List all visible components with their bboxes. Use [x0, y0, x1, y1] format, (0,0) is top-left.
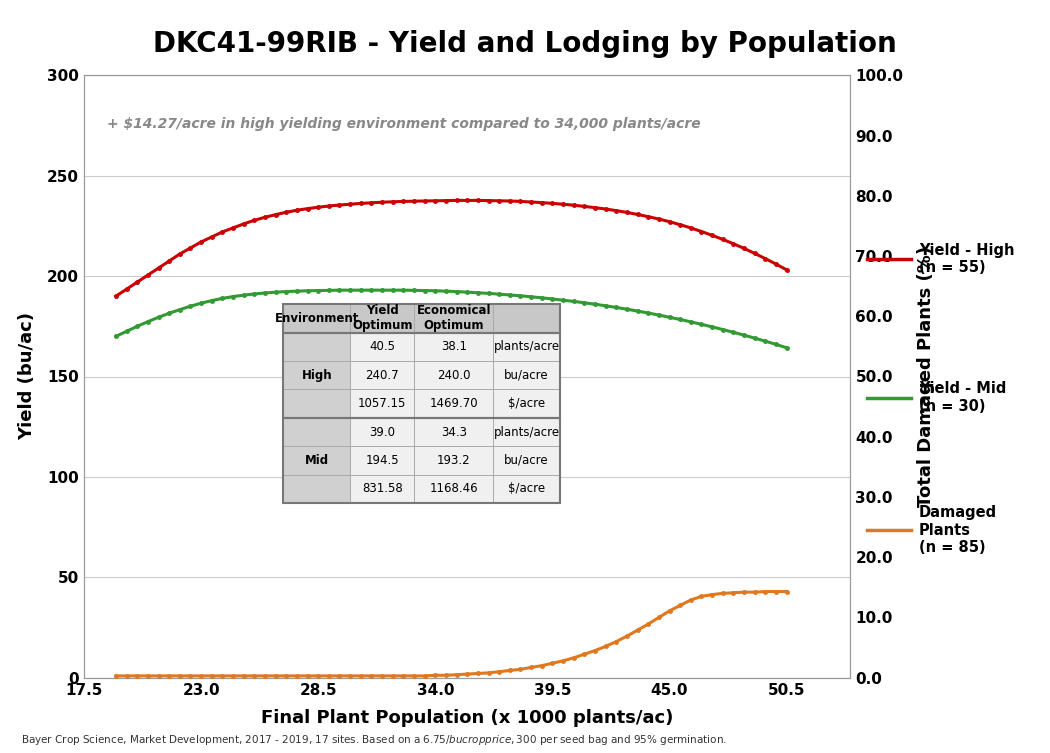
Bar	[351, 361, 415, 389]
Text: DKC41-99RIB - Yield and Lodging by Population: DKC41-99RIB - Yield and Lodging by Popul…	[153, 30, 897, 58]
Bar	[351, 389, 415, 418]
Text: $/acre: $/acre	[508, 483, 545, 495]
Bar	[415, 474, 493, 503]
Text: + $14.27/acre in high yielding environment compared to 34,000 plants/acre: + $14.27/acre in high yielding environme…	[107, 117, 700, 132]
Bar	[415, 418, 493, 447]
Text: Damaged
Plants
(n = 85): Damaged Plants (n = 85)	[919, 505, 996, 555]
Bar	[284, 304, 351, 333]
Bar	[415, 447, 493, 474]
Text: Yield - High
(n = 55): Yield - High (n = 55)	[919, 242, 1014, 276]
Bar	[284, 474, 351, 503]
Text: $/acre: $/acre	[508, 397, 545, 410]
Bar	[284, 304, 560, 333]
Bar	[494, 304, 560, 333]
Text: bu/acre: bu/acre	[504, 454, 549, 467]
Text: 39.0: 39.0	[370, 425, 395, 438]
Text: 831.58: 831.58	[362, 483, 403, 495]
Text: Yield - Mid
(n = 30): Yield - Mid (n = 30)	[919, 381, 1006, 414]
Text: Economical
Optimum: Economical Optimum	[417, 304, 491, 332]
Bar	[351, 447, 415, 474]
Bar	[494, 389, 560, 418]
Bar	[284, 418, 351, 447]
Bar	[284, 418, 560, 503]
X-axis label: Final Plant Population (x 1000 plants/ac): Final Plant Population (x 1000 plants/ac…	[261, 709, 673, 727]
Bar	[351, 418, 415, 447]
Text: 34.3: 34.3	[441, 425, 466, 438]
Text: 240.0: 240.0	[437, 369, 470, 382]
Bar	[494, 361, 560, 389]
Text: Mid: Mid	[304, 454, 329, 467]
Text: High: High	[301, 369, 332, 382]
Text: 1057.15: 1057.15	[358, 397, 406, 410]
Text: 1168.46: 1168.46	[429, 483, 478, 495]
Bar	[494, 333, 560, 361]
Bar	[351, 333, 415, 361]
Bar	[284, 333, 560, 418]
Y-axis label: Total Damaged Plants (%): Total Damaged Plants (%)	[918, 246, 936, 507]
Text: 40.5: 40.5	[370, 340, 395, 353]
Text: plants/acre: plants/acre	[494, 340, 560, 353]
Text: bu/acre: bu/acre	[504, 369, 549, 382]
Text: 1469.70: 1469.70	[429, 397, 478, 410]
Text: plants/acre: plants/acre	[494, 425, 560, 438]
Bar	[351, 304, 415, 333]
Y-axis label: Yield (bu/ac): Yield (bu/ac)	[18, 312, 36, 441]
Bar	[494, 474, 560, 503]
Bar	[415, 304, 493, 333]
Bar	[415, 361, 493, 389]
Text: 38.1: 38.1	[441, 340, 466, 353]
Bar	[415, 389, 493, 418]
Text: 193.2: 193.2	[437, 454, 470, 467]
Bar	[494, 447, 560, 474]
Text: 240.7: 240.7	[365, 369, 399, 382]
Bar	[415, 333, 493, 361]
Bar	[284, 389, 351, 418]
Bar	[494, 418, 560, 447]
Bar	[284, 333, 351, 361]
Text: 194.5: 194.5	[365, 454, 399, 467]
Text: Bayer Crop Science, Market Development, 2017 - 2019, 17 sites. Based on a $6.75/: Bayer Crop Science, Market Development, …	[21, 733, 727, 747]
Text: Environment: Environment	[275, 312, 359, 325]
Bar	[284, 361, 351, 389]
Bar	[284, 447, 351, 474]
Text: Yield
Optimum: Yield Optimum	[352, 304, 413, 332]
Bar	[351, 474, 415, 503]
